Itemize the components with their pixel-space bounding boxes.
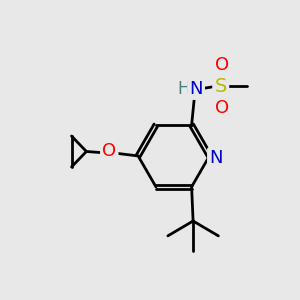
Text: N: N <box>209 149 223 167</box>
Text: N: N <box>189 80 203 98</box>
Text: O: O <box>215 99 229 117</box>
Text: O: O <box>215 56 229 74</box>
Text: S: S <box>214 77 227 96</box>
Text: O: O <box>102 142 116 160</box>
Text: H: H <box>177 80 190 98</box>
